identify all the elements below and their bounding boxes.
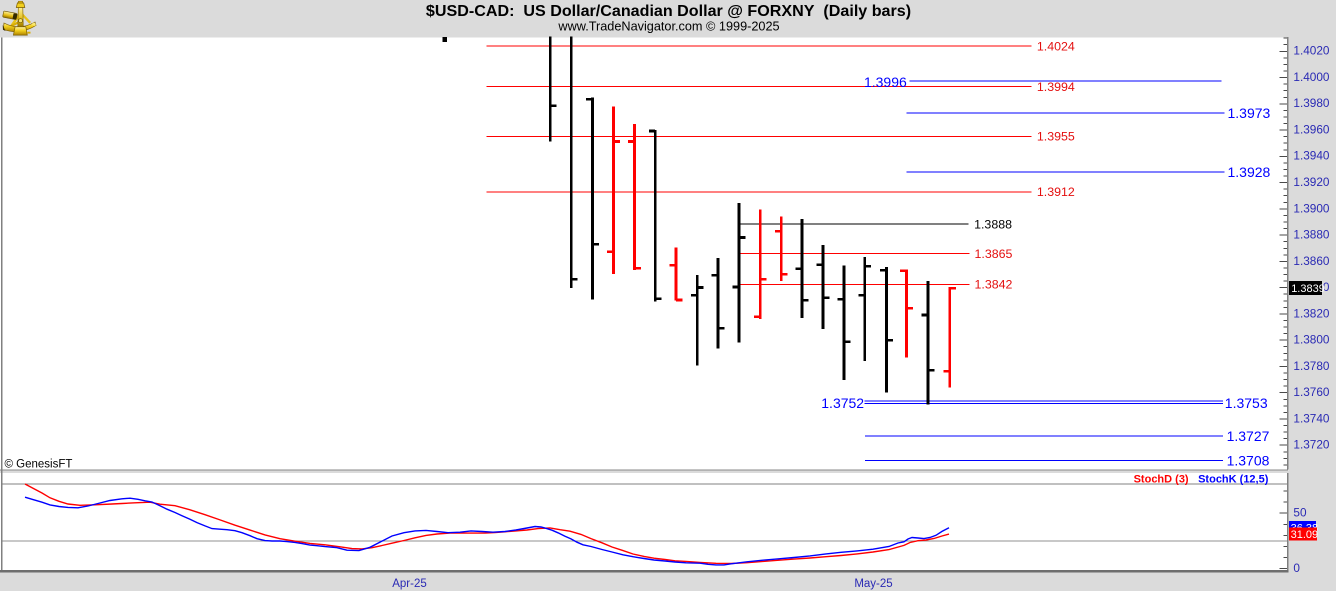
svg-text:1.3753: 1.3753 [1225,395,1268,411]
svg-text:0: 0 [1293,561,1300,575]
svg-text:1.3900: 1.3900 [1293,201,1330,215]
svg-text:1.3842: 1.3842 [975,278,1013,292]
svg-text:1.3955: 1.3955 [1037,130,1075,144]
svg-text:1.3920: 1.3920 [1293,175,1330,189]
svg-text:1.3727: 1.3727 [1227,428,1270,444]
svg-text:1.4020: 1.4020 [1293,44,1330,58]
svg-text:1.3760: 1.3760 [1293,385,1330,399]
svg-text:1.3865: 1.3865 [975,247,1013,261]
svg-text:Apr-25: Apr-25 [392,578,427,590]
svg-text:1.3780: 1.3780 [1293,359,1330,373]
svg-text:May-25: May-25 [854,578,892,590]
svg-text:1.3708: 1.3708 [1227,453,1270,469]
svg-text:31.09: 31.09 [1291,529,1319,541]
svg-text:1.3860: 1.3860 [1293,254,1330,268]
svg-text:1.3996: 1.3996 [864,74,907,90]
svg-text:1.3980: 1.3980 [1293,96,1330,110]
svg-text:1.4000: 1.4000 [1293,70,1330,84]
svg-text:1.4024: 1.4024 [1037,39,1075,53]
svg-text:1.3720: 1.3720 [1293,438,1330,452]
svg-text:1.3928: 1.3928 [1228,164,1271,180]
svg-text:1.3940: 1.3940 [1293,149,1330,163]
svg-text:1.3839: 1.3839 [1291,283,1325,295]
svg-text:1.3912: 1.3912 [1037,185,1075,199]
svg-text:1.3752: 1.3752 [821,395,864,411]
svg-text:50: 50 [1293,506,1307,520]
svg-text:1.3888: 1.3888 [974,218,1012,232]
svg-text:1.3994: 1.3994 [1037,80,1075,94]
svg-text:StochD (3): StochD (3) [1134,474,1189,486]
svg-text:StochK (12,5): StochK (12,5) [1198,474,1269,486]
svg-text:1.3960: 1.3960 [1293,122,1330,136]
svg-text:1.3800: 1.3800 [1293,333,1330,347]
svg-text:© GenesisFT: © GenesisFT [5,458,73,470]
svg-text:1.3820: 1.3820 [1293,306,1330,320]
svg-text:1.3740: 1.3740 [1293,411,1330,425]
svg-text:1.3880: 1.3880 [1293,228,1330,242]
svg-text:1.3973: 1.3973 [1228,105,1271,121]
svg-text:www.TradeNavigator.com © 1999-: www.TradeNavigator.com © 1999-2025 [557,20,779,34]
svg-text:$USD-CAD: US Dollar/Canadian: $USD-CAD: US Dollar/Canadian Dollar @ FO… [426,2,911,20]
